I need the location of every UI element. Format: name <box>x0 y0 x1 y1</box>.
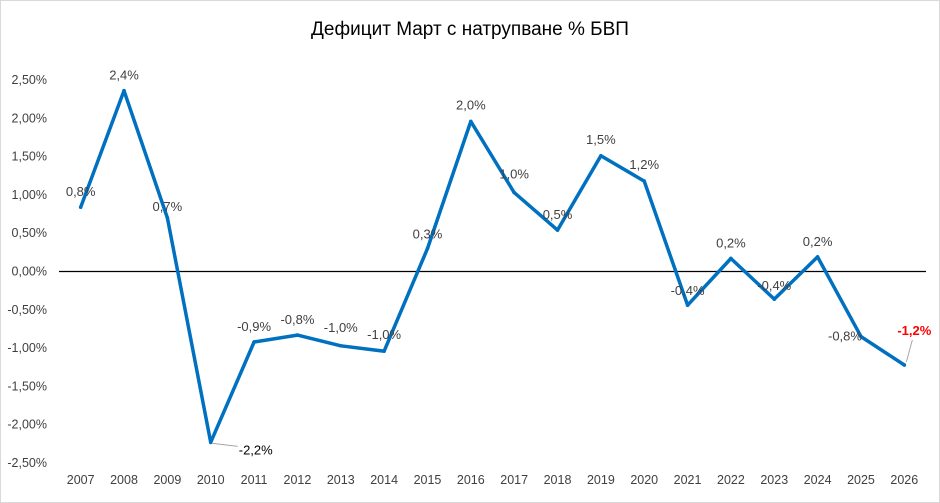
data-point <box>815 255 820 259</box>
x-tick-label: 2016 <box>457 473 485 487</box>
series <box>78 88 907 445</box>
data-label: 0,8% <box>66 184 96 199</box>
data-label: -0,8% <box>280 312 314 327</box>
data-point <box>295 333 300 337</box>
x-tick-label: 2023 <box>760 473 788 487</box>
label-leader-line <box>212 442 238 447</box>
data-point <box>122 88 126 93</box>
data-label: 0,5% <box>543 207 573 222</box>
x-tick-label: 2012 <box>284 473 312 487</box>
x-axis: 2007 2008 2009 2010 2011 2012 2013 2014 2015 2016… <box>67 473 919 487</box>
x-tick-label: 2025 <box>847 473 875 487</box>
data-label: 0,2% <box>716 235 746 250</box>
data-label: 0,2% <box>803 234 833 249</box>
data-point <box>338 344 343 348</box>
data-labels: 0,8% 2,4% 0,7% -2,2% -0,9% -0,8% -1,0% -1,0% 0,3… <box>66 68 932 458</box>
data-point <box>859 334 863 339</box>
y-tick-label: 1,50% <box>12 150 47 164</box>
y-tick-label: -0,50% <box>7 303 47 317</box>
x-tick-label: 2017 <box>500 473 528 487</box>
series-line <box>78 88 907 445</box>
data-point <box>729 256 733 261</box>
x-tick-label: 2019 <box>587 473 615 487</box>
data-label: -1,0% <box>367 327 401 342</box>
data-label: -1,2% <box>897 323 931 338</box>
y-tick-label: -1,50% <box>7 379 47 393</box>
x-tick-label: 2008 <box>110 473 138 487</box>
y-tick-label: 2,00% <box>12 111 47 125</box>
data-point <box>165 216 170 220</box>
x-tick-label: 2015 <box>414 473 442 487</box>
data-point <box>512 190 516 195</box>
x-tick-label: 2021 <box>674 473 702 487</box>
x-tick-label: 2010 <box>197 473 225 487</box>
data-label: 2,0% <box>456 97 486 112</box>
chart-title: Дефицит Март с натрупване % БВП <box>311 19 629 40</box>
data-label: -0,9% <box>237 319 271 334</box>
y-tick-label: 2,50% <box>12 73 47 87</box>
x-tick-label: 2011 <box>241 473 268 487</box>
data-point <box>425 246 430 251</box>
x-tick-label: 2022 <box>717 473 745 487</box>
x-tick-label: 2026 <box>890 473 918 487</box>
y-tick-label: 0,50% <box>12 226 47 240</box>
y-tick-label: -2,50% <box>7 456 47 470</box>
data-point <box>469 119 473 124</box>
y-tick-label: -1,00% <box>7 341 47 355</box>
x-tick-label: 2014 <box>370 473 398 487</box>
data-point <box>555 228 560 232</box>
data-label: 0,3% <box>413 227 443 242</box>
data-label: -2,2% <box>239 442 273 457</box>
data-point <box>685 303 690 308</box>
data-label: 1,0% <box>499 167 529 182</box>
data-label: -0,4% <box>757 278 791 293</box>
x-tick-label: 2007 <box>67 473 95 487</box>
data-label: -0,8% <box>828 329 862 344</box>
x-tick-label: 2013 <box>327 473 355 487</box>
data-label: 1,2% <box>629 157 659 172</box>
data-label: 1,5% <box>586 132 616 147</box>
x-tick-label: 2024 <box>804 473 832 487</box>
y-tick-label: 1,00% <box>12 188 47 202</box>
y-tick-label: -2,00% <box>7 418 47 432</box>
data-point <box>642 179 647 183</box>
data-label: -0,4% <box>671 283 705 298</box>
x-tick-label: 2009 <box>153 473 181 487</box>
label-leader-line <box>905 339 913 363</box>
data-point <box>902 363 907 367</box>
data-point <box>208 440 213 445</box>
data-label: 0,7% <box>153 199 183 214</box>
data-point <box>78 205 83 209</box>
data-point <box>599 154 603 158</box>
data-point <box>382 349 386 353</box>
x-tick-label: 2020 <box>630 473 658 487</box>
y-tick-label: 0,00% <box>12 265 47 279</box>
y-axis: -2,50% -2,00% -1,50% -1,00% -0,50% 0,00% 0,50%… <box>7 73 47 470</box>
data-label: -1,0% <box>324 320 358 335</box>
data-point <box>252 340 256 344</box>
data-label: 2,4% <box>109 68 139 83</box>
x-tick-label: 2018 <box>544 473 572 487</box>
data-point <box>772 297 777 301</box>
